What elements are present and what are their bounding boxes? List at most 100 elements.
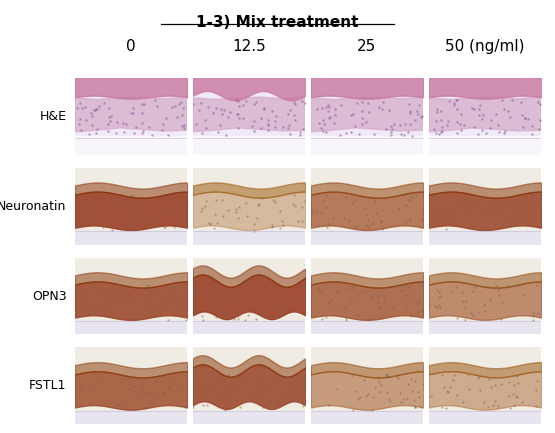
Point: [82, 221, 91, 228]
Point: [196, 207, 205, 214]
Point: [416, 308, 425, 315]
Point: [219, 106, 228, 113]
Point: [322, 224, 331, 231]
Point: [179, 122, 188, 129]
Point: [182, 317, 191, 324]
Point: [113, 118, 122, 125]
Point: [368, 220, 377, 227]
Point: [395, 390, 404, 397]
Point: [417, 114, 426, 121]
Point: [314, 285, 322, 292]
Point: [477, 126, 486, 133]
Bar: [311, 231, 423, 245]
Point: [138, 374, 147, 381]
Point: [299, 403, 307, 410]
Point: [249, 117, 258, 124]
Point: [451, 284, 460, 291]
Point: [385, 107, 393, 114]
Point: [371, 384, 380, 391]
Point: [490, 197, 498, 204]
Point: [73, 104, 82, 111]
Point: [275, 307, 284, 314]
Point: [84, 310, 93, 317]
Point: [198, 313, 207, 320]
Point: [326, 114, 335, 121]
Point: [90, 211, 99, 218]
Point: [406, 109, 415, 116]
Point: [402, 219, 411, 226]
Point: [88, 122, 97, 129]
Point: [529, 308, 538, 315]
Point: [142, 283, 150, 290]
Point: [131, 211, 140, 218]
Point: [95, 302, 104, 309]
Point: [497, 316, 506, 323]
Point: [105, 117, 114, 124]
Point: [273, 374, 282, 381]
Point: [414, 394, 423, 401]
Point: [204, 103, 213, 110]
Point: [390, 120, 399, 127]
Point: [458, 297, 467, 304]
Point: [337, 101, 346, 108]
Point: [253, 214, 262, 221]
Text: OPN3: OPN3: [32, 290, 67, 303]
Point: [77, 127, 86, 134]
Point: [450, 99, 458, 106]
Point: [321, 313, 330, 320]
Point: [119, 284, 128, 291]
Point: [354, 291, 363, 297]
Point: [135, 219, 144, 226]
Point: [317, 315, 326, 322]
Point: [80, 203, 89, 210]
Point: [317, 124, 326, 131]
Point: [270, 304, 279, 311]
Point: [249, 127, 258, 134]
Point: [73, 312, 82, 319]
Point: [129, 384, 138, 391]
Point: [501, 127, 509, 134]
Point: [285, 121, 294, 128]
Point: [158, 126, 166, 133]
Point: [401, 305, 410, 312]
Point: [458, 288, 467, 295]
Point: [258, 381, 267, 388]
Point: [349, 406, 357, 413]
Point: [430, 205, 438, 212]
Point: [137, 198, 145, 205]
Point: [201, 197, 210, 204]
Point: [269, 196, 278, 203]
Point: [239, 115, 248, 122]
Point: [213, 219, 222, 226]
Point: [165, 374, 174, 381]
Point: [315, 120, 324, 126]
Point: [134, 391, 143, 398]
Point: [362, 119, 371, 126]
Point: [213, 129, 222, 136]
Point: [217, 105, 226, 112]
Point: [142, 306, 151, 313]
Point: [139, 128, 148, 135]
Point: [425, 300, 433, 307]
Point: [93, 126, 102, 132]
Point: [355, 131, 364, 138]
Point: [400, 121, 409, 128]
Point: [291, 305, 300, 312]
Point: [382, 372, 391, 379]
Point: [113, 292, 122, 299]
Point: [224, 387, 233, 394]
Point: [270, 198, 279, 205]
Point: [466, 222, 475, 229]
Point: [468, 312, 477, 319]
Point: [249, 395, 258, 402]
Point: [135, 193, 144, 200]
Point: [121, 204, 130, 210]
Point: [234, 374, 243, 381]
Point: [241, 317, 250, 323]
Point: [535, 195, 544, 202]
Point: [128, 373, 137, 380]
Point: [146, 308, 155, 315]
Point: [376, 389, 385, 396]
Point: [366, 292, 375, 299]
Point: [289, 112, 298, 119]
